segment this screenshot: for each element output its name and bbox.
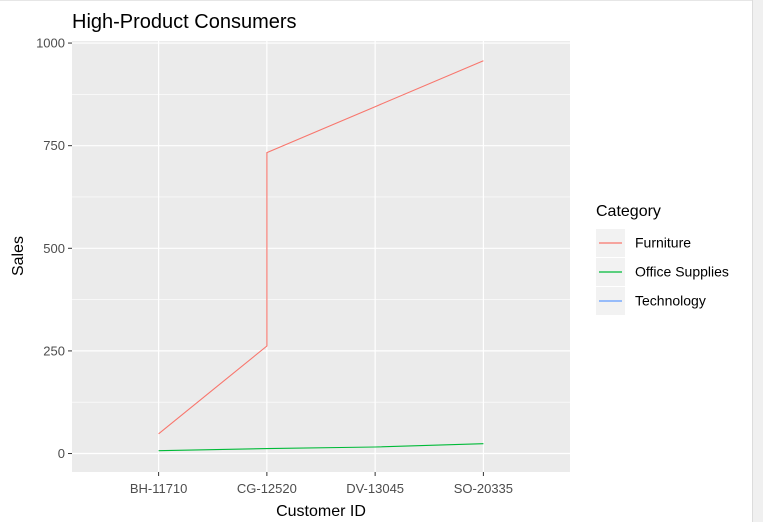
x-tick-label: SO-20335 [454,481,513,496]
plot-panel [72,41,570,472]
y-tick-label: 250 [43,343,65,358]
y-tick-label: 750 [43,138,65,153]
series-lines [158,60,484,452]
legend-label: Office Supplies [635,264,729,280]
y-tick-label: 0 [58,446,65,461]
legend-label: Furniture [635,235,691,251]
y-tick-label: 500 [43,241,65,256]
window-scrollbar-track[interactable] [752,0,763,522]
x-tick-label: BH-11710 [130,481,188,496]
y-axis: 0 250 500 750 1000 [36,36,72,461]
series-line-office-supplies [158,443,484,452]
series-line-furniture [158,60,484,435]
legend: Category Furniture Office Supplies Technol… [596,203,729,315]
y-tick-label: 1000 [36,36,65,51]
major-gridlines [72,41,570,472]
x-tick-label: DV-13045 [346,481,404,496]
y-axis-label: Sales [10,236,27,276]
x-axis: BH-11710 CG-12520 DV-13045 SO-20335 [130,472,513,496]
x-tick-label: CG-12520 [237,481,297,496]
chart-title: High-Product Consumers [72,11,297,33]
minor-gridlines [72,94,570,403]
x-axis-label: Customer ID [276,503,366,520]
legend-label: Technology [635,293,706,309]
window-top-edge [0,0,752,1]
legend-title: Category [596,203,661,220]
legend-items: Furniture Office Supplies Technology [596,229,729,315]
